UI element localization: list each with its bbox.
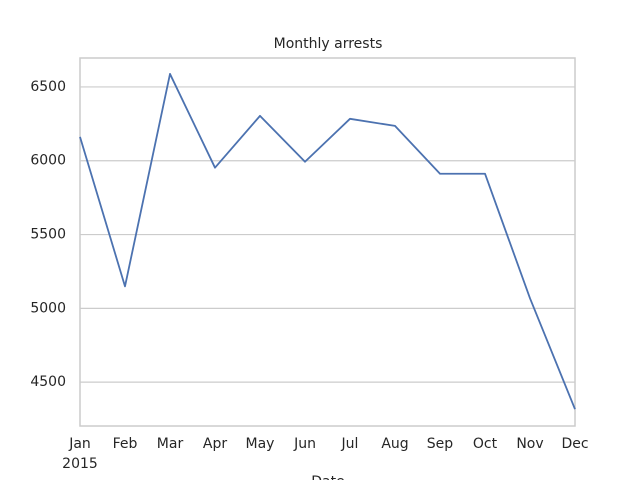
- x-tick-label: Apr: [203, 436, 227, 452]
- x-tick-label: Sep: [427, 436, 454, 452]
- x-tick-label: Mar: [157, 436, 184, 452]
- data-line: [79, 73, 576, 410]
- x-tick-label: Jan: [68, 436, 91, 452]
- y-tick-label: 5500: [30, 227, 66, 243]
- x-tick-label: Oct: [473, 436, 498, 452]
- x-tick-label: Aug: [381, 436, 408, 452]
- x-tick-label: Dec: [561, 436, 588, 452]
- y-tick-label: 6000: [30, 153, 66, 169]
- chart-title: Monthly arrests: [274, 36, 383, 52]
- x-tick-label: May: [246, 436, 275, 452]
- x-tick-label: Jul: [341, 436, 359, 452]
- y-tick-label: 5000: [30, 300, 66, 316]
- x-tick-label: Jun: [293, 436, 316, 452]
- y-tick-label: 6500: [30, 79, 66, 95]
- x-tick-label: Feb: [113, 436, 138, 452]
- x-tick-label: Nov: [516, 436, 543, 452]
- plot-frame: [79, 57, 576, 427]
- x-axis-label: Date: [311, 474, 344, 480]
- y-tick-label: 4500: [30, 374, 66, 390]
- x-sublabel: 2015: [62, 456, 98, 472]
